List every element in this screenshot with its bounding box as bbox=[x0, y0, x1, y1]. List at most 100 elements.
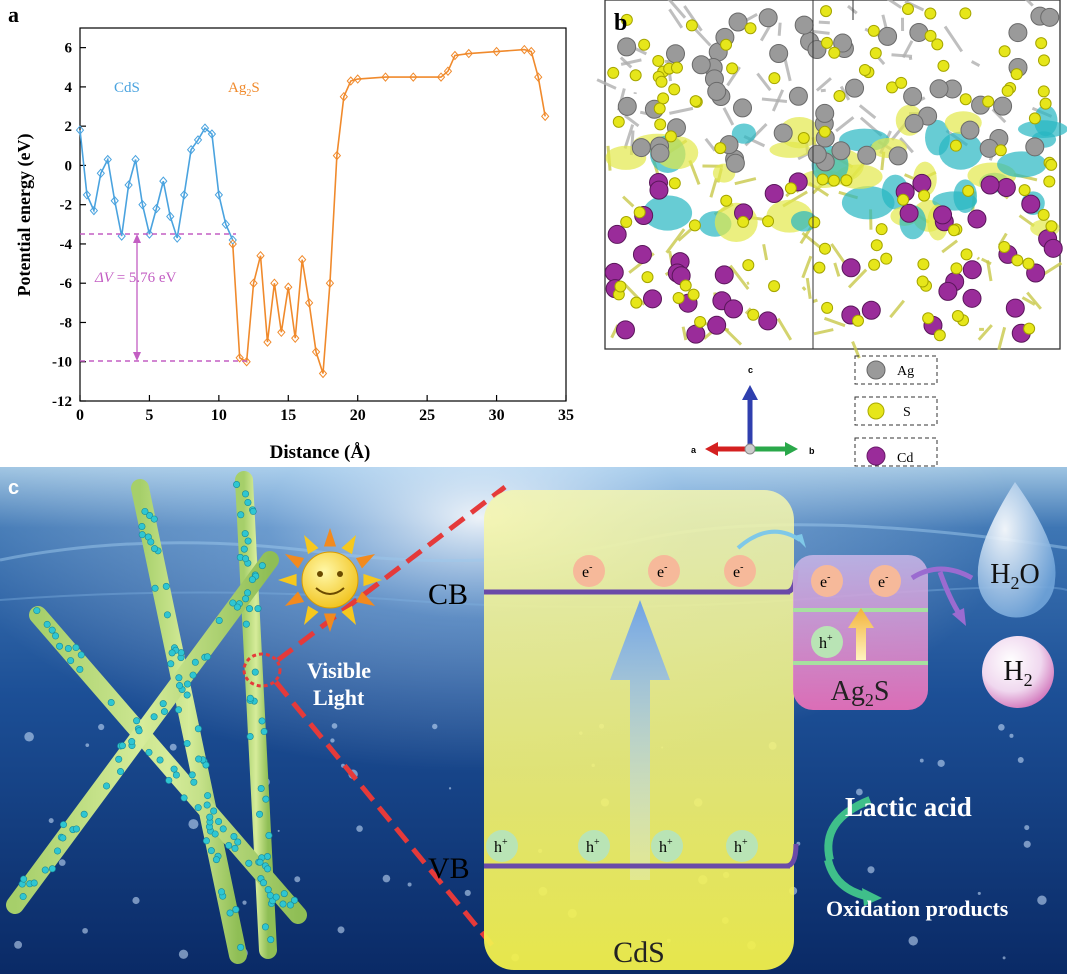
ag-atom bbox=[879, 27, 897, 45]
s-atom bbox=[934, 330, 945, 341]
bond bbox=[978, 258, 979, 259]
nanoparticle bbox=[230, 600, 236, 606]
ag-atom bbox=[651, 144, 669, 162]
s-atom bbox=[918, 259, 929, 270]
s-atom bbox=[798, 133, 809, 144]
s-atom bbox=[654, 103, 665, 114]
ag-atom bbox=[726, 154, 744, 172]
cd-atom bbox=[608, 225, 626, 243]
legend-box-s bbox=[855, 397, 937, 425]
y-tick-label: -4 bbox=[60, 237, 73, 253]
nanoparticle bbox=[176, 682, 182, 688]
s-atom bbox=[999, 46, 1010, 57]
nanoparticle bbox=[49, 866, 55, 872]
s-atom bbox=[688, 289, 699, 300]
bond bbox=[779, 23, 780, 36]
s-atom bbox=[917, 276, 928, 287]
cd-atom bbox=[644, 290, 662, 308]
ag-atom bbox=[904, 88, 922, 106]
s-atom bbox=[960, 94, 971, 105]
vb-label: VB bbox=[428, 852, 470, 885]
sun-eye bbox=[317, 571, 323, 577]
nanoparticle bbox=[255, 605, 261, 611]
cd-atom bbox=[934, 206, 952, 224]
s-atom bbox=[669, 178, 680, 189]
x-tick-label: 0 bbox=[76, 407, 84, 424]
c-axis-label: c bbox=[748, 365, 753, 375]
s-atom bbox=[819, 126, 830, 137]
ag-atom bbox=[789, 87, 807, 105]
hole: h+ bbox=[726, 830, 758, 862]
nanoparticle bbox=[259, 718, 265, 724]
nanoparticle bbox=[151, 714, 157, 720]
nanoparticle bbox=[218, 889, 224, 895]
s-atom bbox=[658, 93, 669, 104]
s-atom bbox=[721, 39, 732, 50]
nanoparticle bbox=[184, 681, 190, 687]
ag-atom bbox=[774, 124, 792, 142]
cd-atom bbox=[1006, 299, 1024, 317]
nanoparticle bbox=[231, 833, 237, 839]
nanoparticle bbox=[195, 756, 201, 762]
nanoparticle bbox=[204, 802, 210, 808]
nanoparticle bbox=[273, 894, 279, 900]
bond bbox=[803, 287, 805, 290]
cd-atom bbox=[981, 176, 999, 194]
ag-atom bbox=[808, 145, 826, 163]
bond bbox=[819, 22, 830, 23]
sun-eye bbox=[337, 571, 343, 577]
ag-atom bbox=[1041, 8, 1059, 26]
nanoparticle bbox=[49, 627, 55, 633]
nanoparticle bbox=[247, 695, 253, 701]
s-atom bbox=[690, 96, 701, 107]
ag-atom bbox=[994, 97, 1012, 115]
y-axis-label: Potential energy (eV) bbox=[14, 134, 35, 297]
electron: e- bbox=[811, 565, 843, 597]
s-atom bbox=[1011, 69, 1022, 80]
cd-legend-swatch bbox=[867, 447, 885, 465]
nanoparticle bbox=[266, 832, 272, 838]
s-atom bbox=[655, 119, 666, 130]
nanoparticle bbox=[247, 733, 253, 739]
bubble bbox=[98, 724, 104, 730]
bubble bbox=[408, 883, 412, 887]
bond bbox=[813, 300, 817, 302]
data-series bbox=[77, 46, 549, 378]
s-atom bbox=[881, 253, 892, 264]
ag-atom bbox=[930, 80, 948, 98]
s-legend-label: S bbox=[903, 405, 911, 420]
nanoparticle bbox=[142, 508, 148, 514]
s-atom bbox=[870, 48, 881, 59]
nanoparticle bbox=[148, 539, 154, 545]
s-atom bbox=[615, 281, 626, 292]
nanoparticle bbox=[241, 546, 247, 552]
ag-atom bbox=[961, 121, 979, 139]
y-tick-label: 0 bbox=[65, 158, 73, 174]
cds-label: CdS bbox=[613, 936, 665, 969]
bubble bbox=[294, 876, 300, 882]
s-legend-swatch bbox=[868, 403, 884, 419]
s-atom bbox=[876, 224, 887, 235]
y-tick-label: -12 bbox=[52, 394, 72, 410]
cd-atom bbox=[759, 312, 777, 330]
nanoparticle bbox=[246, 605, 252, 611]
s-atom bbox=[1029, 113, 1040, 124]
y-tick-label: -2 bbox=[60, 198, 73, 214]
nanoparticle bbox=[133, 718, 139, 724]
y-tick-label: -6 bbox=[60, 276, 73, 292]
delta-v-annotation: ΔV = 5.76 eV bbox=[94, 270, 177, 286]
nanoparticle bbox=[212, 831, 218, 837]
ag-atom bbox=[846, 79, 864, 97]
nanoparticle bbox=[242, 530, 248, 536]
cd-atom bbox=[687, 325, 705, 343]
ag-atom bbox=[1009, 24, 1027, 42]
s-atom bbox=[653, 55, 664, 66]
nanoparticle bbox=[151, 545, 157, 551]
ag-atom bbox=[816, 104, 834, 122]
s-atom bbox=[748, 309, 759, 320]
bubble bbox=[49, 818, 54, 823]
cd-atom bbox=[765, 185, 783, 203]
s-atom bbox=[809, 217, 820, 228]
nanoparticle bbox=[287, 902, 293, 908]
